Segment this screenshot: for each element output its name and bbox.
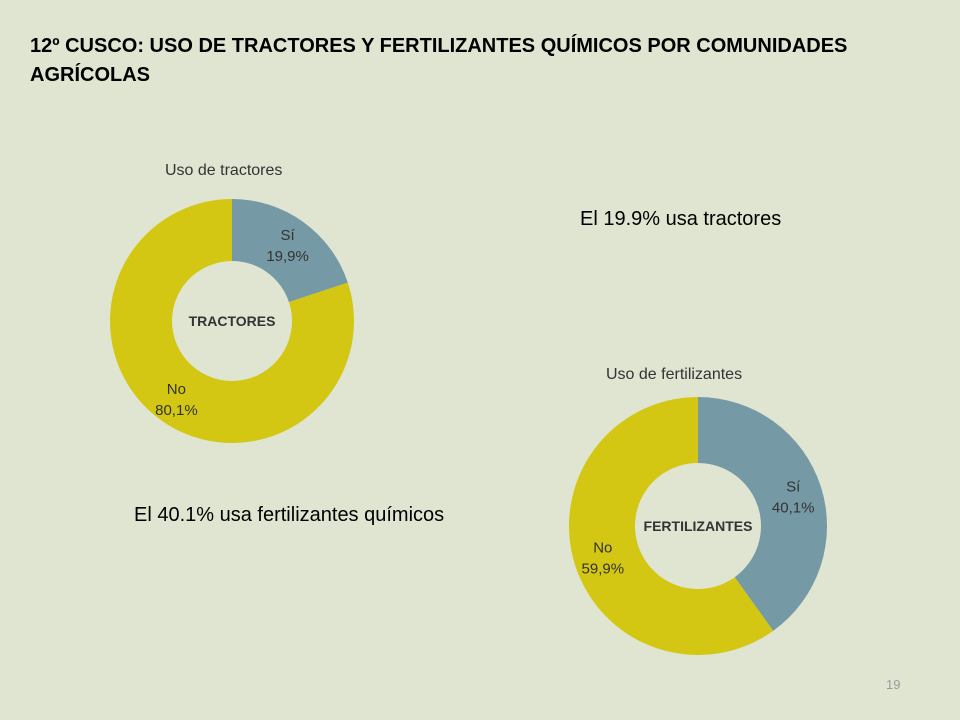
chart-title-fertilizers: Uso de fertilizantes bbox=[606, 366, 743, 383]
donut-center-label: TRACTORES bbox=[189, 313, 276, 329]
donut-slice-si bbox=[698, 397, 827, 631]
slice-value-label: 59,9% bbox=[582, 561, 625, 578]
donut-slice-no bbox=[568, 397, 774, 655]
donut-center-label: FERTILIZANTES bbox=[644, 518, 753, 534]
slice-value-label: 80,1% bbox=[155, 402, 198, 419]
slice-value-label: 19,9% bbox=[266, 248, 309, 265]
donut-slice-si bbox=[232, 199, 348, 303]
donut-slice-no bbox=[110, 199, 355, 443]
page-number: 19 bbox=[886, 677, 901, 692]
slice-category-label: No bbox=[167, 381, 186, 398]
slice-category-label: Sí bbox=[281, 227, 296, 244]
caption-tractors: El 19.9% usa tractores bbox=[580, 208, 782, 230]
slice-category-label: No bbox=[593, 540, 612, 557]
slice-category-label: Sí bbox=[786, 478, 801, 495]
chart-title-tractors: Uso de tractores bbox=[165, 162, 283, 179]
slice-value-label: 40,1% bbox=[772, 499, 815, 516]
caption-fertilizers: El 40.1% usa fertilizantes químicos bbox=[134, 504, 445, 526]
slide-title: 12º CUSCO: USO DE TRACTORES Y FERTILIZAN… bbox=[30, 35, 848, 86]
